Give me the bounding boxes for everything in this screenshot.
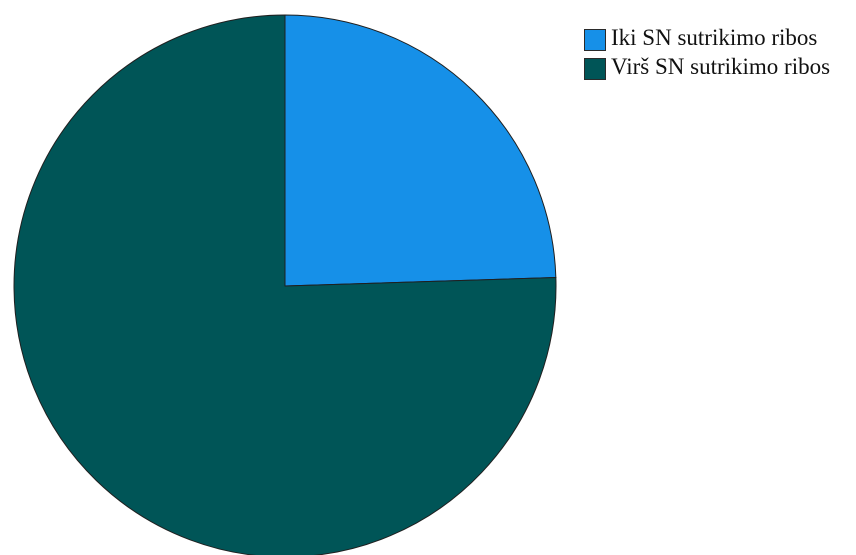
legend-label-iki: Iki SN sutrikimo ribos xyxy=(611,25,818,50)
legend-label-virs: Virš SN sutrikimo ribos xyxy=(611,54,831,79)
legend-item-virs: Virš SN sutrikimo ribos xyxy=(584,53,852,80)
chart-legend: Iki SN sutrikimo ribos Virš SN sutrikimo… xyxy=(584,24,852,82)
pie-slice-1 xyxy=(284,14,557,287)
legend-swatch-iki xyxy=(584,29,606,51)
pie-slice-2 xyxy=(13,14,557,555)
legend-item-iki: Iki SN sutrikimo ribos xyxy=(584,24,852,51)
legend-swatch-virs xyxy=(584,58,606,80)
